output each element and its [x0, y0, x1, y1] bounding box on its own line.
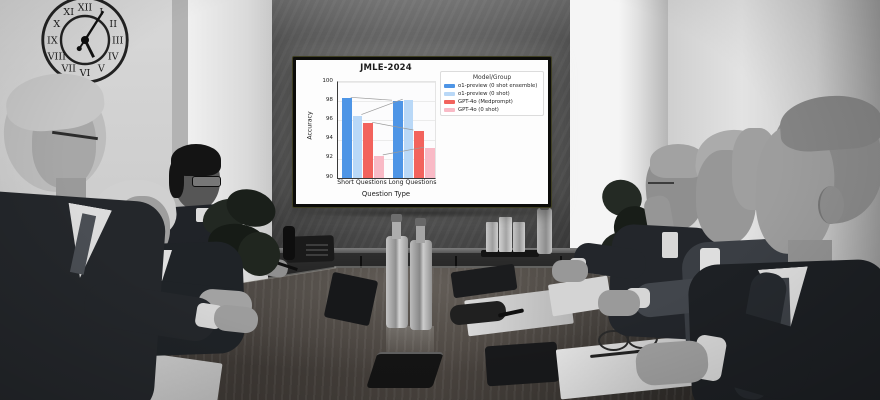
legend-label: o1-preview (0 shot): [458, 91, 510, 97]
person-right-3-hand: [634, 339, 710, 387]
person-right-1-hand: [552, 260, 588, 282]
x-tick-label: Long Questions: [388, 179, 437, 186]
clock-minute-hand: [84, 10, 105, 41]
svg-text:V: V: [97, 63, 106, 74]
gridline: [338, 120, 435, 122]
y-tick-label: 96: [325, 115, 333, 122]
legend-swatch: [444, 107, 455, 113]
credenza-top: [268, 248, 670, 254]
gridline: [338, 82, 435, 83]
table-edge: [334, 266, 564, 268]
legend-label: GPT-4o (Medprompt): [458, 99, 513, 105]
water-bottle-credenza: [537, 208, 552, 254]
svg-text:XII: XII: [78, 3, 93, 14]
y-tick-label: 100: [322, 77, 333, 84]
person-right-3-ear: [818, 186, 844, 224]
person-right-1-shirt: [662, 232, 678, 258]
bar-short-questions-s0: [342, 98, 352, 178]
water-glass: [499, 217, 512, 252]
legend-item: o1-preview (0 shot ensemble): [444, 83, 540, 89]
svg-text:VIII: VIII: [47, 52, 66, 63]
chart-title: JMLE-2024: [360, 63, 412, 73]
y-axis-label: Accuracy: [306, 111, 314, 140]
svg-text:IX: IX: [47, 35, 58, 46]
y-tick-label: 94: [325, 135, 333, 142]
water-glass: [513, 222, 525, 252]
presentation-slide: JMLE-2024 Accuracy Short Questions Long Q…: [296, 60, 548, 204]
water-bottle: [410, 240, 432, 330]
legend-item: GPT-4o (Medprompt): [444, 99, 540, 105]
desk-phone-handset: [283, 226, 295, 260]
legend-title: Model/Group: [472, 74, 512, 81]
water-bottle-neck: [392, 221, 401, 239]
legend-item: GPT-4o (0 shot): [444, 107, 540, 113]
bar-long-questions-s1: [403, 100, 414, 178]
svg-text:III: III: [112, 35, 124, 46]
bar-short-questions-s1: [352, 115, 363, 178]
person-left-1-hand: [212, 303, 260, 335]
gridline: [338, 101, 435, 103]
legend-items: o1-preview (0 shot ensemble) o1-preview (…: [444, 83, 540, 113]
bar-long-questions-s0: [393, 101, 403, 178]
legend-label: GPT-4o (0 shot): [458, 107, 499, 113]
glass-tray: [481, 250, 539, 257]
tv-display: JMLE-2024 Accuracy Short Questions Long Q…: [292, 56, 552, 208]
y-tick-label: 98: [325, 96, 333, 103]
water-bottle-neck: [416, 225, 425, 243]
notebook: [323, 271, 379, 327]
x-axis-label: Question Type: [361, 190, 411, 198]
svg-text:X: X: [53, 19, 60, 30]
clock-numerals: XIIIIIIIIIVVVIVIIVIIIIXXXI: [47, 3, 124, 79]
legend-item: o1-preview (0 shot): [444, 91, 540, 97]
cable-hatch: [366, 352, 444, 388]
water-glass: [486, 222, 498, 252]
person-left-3-glasses: [192, 176, 221, 187]
water-bottle-cap: [415, 218, 426, 226]
legend-swatch: [444, 91, 455, 97]
svg-text:VI: VI: [79, 68, 91, 79]
desk-phone-keypad: [306, 242, 328, 256]
svg-text:IV: IV: [108, 52, 120, 63]
bar-long-questions-s3: [425, 148, 435, 178]
legend-swatch: [444, 99, 455, 105]
x-tick-label: Short Questions: [337, 179, 387, 186]
plot-area: [337, 81, 436, 179]
gridline: [338, 158, 435, 160]
bar-short-questions-s3: [374, 155, 384, 178]
y-tick-label: 92: [325, 154, 333, 161]
legend-label: o1-preview (0 shot ensemble): [458, 83, 538, 89]
svg-text:II: II: [109, 19, 117, 30]
water-bottle: [386, 236, 408, 328]
notebook: [484, 341, 560, 387]
svg-text:VII: VII: [60, 63, 76, 74]
chart-legend: Model/Group o1-preview (0 shot ensemble)…: [440, 71, 544, 116]
person-right-2-hand: [598, 290, 640, 316]
y-tick-label: 90: [325, 173, 333, 180]
bar-long-questions-s2: [414, 130, 425, 178]
person-right-1-glasses: [648, 182, 674, 184]
gridline: [338, 139, 435, 141]
connector-lines: [350, 96, 425, 156]
water-bottle-cap: [391, 214, 402, 222]
person-left-3-hair-side: [169, 160, 184, 198]
svg-text:XI: XI: [63, 7, 74, 18]
bar-short-questions-s2: [363, 123, 374, 178]
tv-shadow: [300, 208, 544, 218]
legend-swatch: [444, 83, 455, 89]
